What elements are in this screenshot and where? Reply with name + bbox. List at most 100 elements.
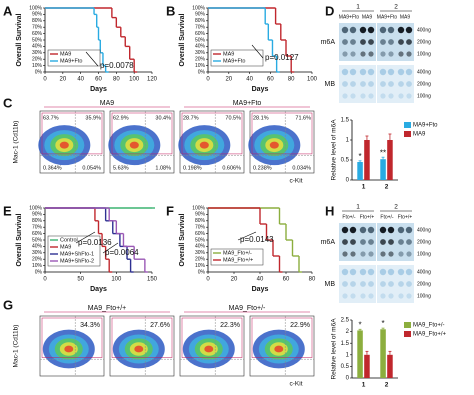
y-tick-label: 80% — [195, 218, 206, 224]
x-axis-label: c-Kit — [290, 178, 303, 185]
blot-dot — [368, 81, 374, 87]
y-tick-label: 0.5 — [341, 364, 350, 370]
x-tick-label: 40 — [257, 277, 264, 283]
y-tick-label: 80% — [195, 18, 206, 24]
quadrant-percent: 1.08% — [155, 165, 171, 171]
group-label: MA9+Fto — [233, 100, 262, 107]
blot-dot — [406, 239, 412, 245]
blot-dot — [380, 51, 386, 57]
blot-dot — [350, 81, 356, 87]
blot-dot — [368, 239, 374, 245]
blot-dot — [342, 251, 348, 257]
legend-label: MA9 — [60, 244, 71, 250]
x-tick-label: 20 — [225, 77, 232, 83]
blot-dot — [350, 251, 356, 257]
gate — [251, 112, 313, 155]
legend-box — [210, 248, 264, 266]
y-tick-label: 1.5 — [341, 341, 350, 347]
blot-dot — [398, 93, 404, 99]
blot-dot — [380, 281, 386, 287]
y-tick-label: 1 — [346, 138, 350, 144]
legend-label: MA9+Fto — [413, 123, 438, 129]
y-tick-label: 70% — [195, 225, 206, 231]
x-axis-label: Days — [90, 286, 107, 293]
y-tick-label: 50% — [195, 37, 206, 43]
bar — [387, 140, 393, 180]
y-tick-label: 80% — [32, 218, 43, 224]
x-tick-label: 50 — [77, 277, 84, 283]
significance: * — [358, 320, 361, 329]
p-value: p=0.0078 — [100, 61, 134, 70]
annotation-arrow — [85, 51, 99, 67]
quadrant-percent: 0.364% — [43, 165, 62, 171]
p-value: p=0.0143 — [240, 235, 274, 244]
density-blob — [199, 141, 209, 149]
y-axis-label: Mac-1 (Cd11b) — [13, 325, 20, 368]
blot-dot — [405, 268, 413, 276]
legend-swatch — [404, 122, 411, 128]
blot-dot — [368, 93, 374, 99]
blot-dot — [388, 93, 394, 99]
y-axis-label: Relative level of m6A — [331, 119, 338, 181]
y-tick-label: 70% — [32, 25, 43, 31]
blot-dot — [406, 81, 412, 87]
x-tick-label: 60 — [283, 277, 290, 283]
y-tick-label: 20% — [195, 257, 206, 263]
y-tick-label: 30% — [195, 250, 206, 256]
row-label: MB — [325, 281, 336, 288]
blot-dot — [368, 293, 374, 299]
quadrant-percent: 0.054% — [82, 165, 101, 171]
annotation-arrow — [102, 242, 119, 254]
blot-dot — [380, 239, 386, 245]
x-tick-label: 120 — [147, 77, 158, 83]
quadrant-percent: 5.63% — [113, 165, 129, 171]
x-tick-label: 100 — [129, 77, 140, 83]
blot-dot — [387, 68, 395, 76]
blot-dot — [350, 239, 356, 245]
panel-letter: B — [166, 3, 175, 18]
condition-label: Fto+/+ — [398, 214, 413, 220]
x-axis-label: c-Kit — [290, 381, 303, 388]
y-tick-label: 10% — [195, 263, 206, 269]
quadrant-percent: 0.034% — [292, 165, 311, 171]
amount-label: 200ng — [417, 239, 431, 245]
blot-dot — [367, 268, 375, 276]
x-axis-label: Days — [252, 86, 269, 93]
blot-dot — [350, 281, 356, 287]
blot-dot — [350, 51, 356, 57]
y-axis-label: Overall Survival — [179, 213, 186, 266]
y-tick-label: 100% — [29, 5, 42, 11]
amount-label: 400ng — [417, 69, 431, 75]
annotation-arrow — [237, 231, 257, 241]
amount-label: 400ng — [417, 269, 431, 275]
x-tick-label: 1 — [362, 184, 366, 191]
blot-dot — [367, 26, 375, 34]
blot-dot — [388, 251, 394, 257]
blot-dot — [406, 39, 412, 45]
blot-dot — [341, 26, 349, 34]
bar — [364, 140, 370, 180]
quadrant-percent: 63.7% — [43, 115, 59, 121]
quadrant-percent: 22.9% — [290, 322, 310, 329]
y-tick-label: 70% — [32, 225, 43, 231]
density-blob — [274, 345, 284, 353]
panel-letter: E — [3, 203, 12, 218]
blot-dot — [342, 93, 348, 99]
panel-letter: F — [166, 203, 174, 218]
legend-label: MA9_Fto+/+ — [413, 332, 447, 338]
p-value: p=0.0127 — [265, 53, 299, 62]
condition-label: Fto+/- — [380, 214, 394, 220]
blot-dot — [368, 39, 374, 45]
amount-label: 200ng — [417, 39, 431, 45]
amount-label: 100ng — [417, 293, 431, 299]
quadrant-percent: 27.6% — [150, 322, 170, 329]
blot-dot — [342, 239, 348, 245]
y-tick-label: 30% — [32, 50, 43, 56]
blot-dot — [406, 51, 412, 57]
x-tick-label: 0 — [43, 277, 47, 283]
y-tick-label: 90% — [32, 212, 43, 218]
blot-dot — [341, 268, 349, 276]
blot-dot — [360, 51, 366, 57]
y-axis-label: Relative level of m6A — [331, 318, 338, 380]
blot-dot — [398, 81, 404, 87]
